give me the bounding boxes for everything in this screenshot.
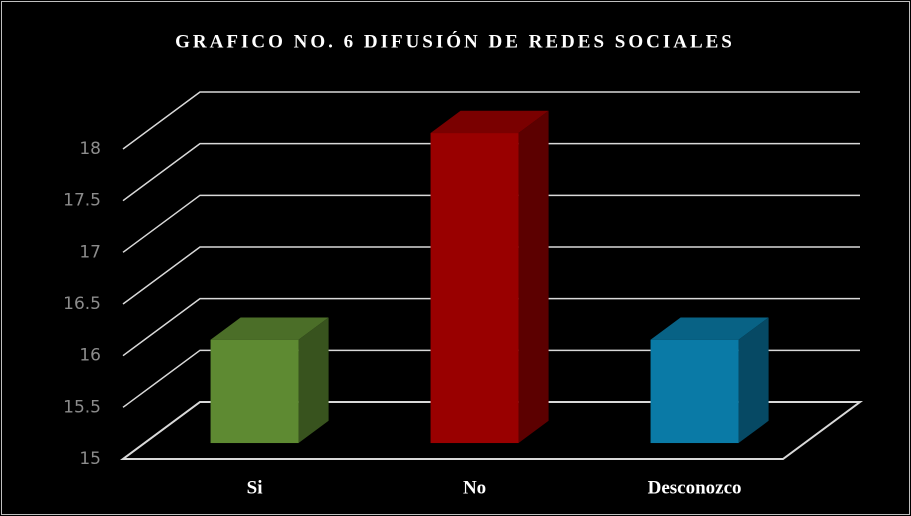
- bar-top: [430, 110, 549, 134]
- chart-title: GRAFICO NO. 6 DIFUSIÓN DE REDES SOCIALES: [175, 30, 735, 52]
- bar: [210, 317, 329, 444]
- x-tick-label: Desconozco: [648, 477, 742, 498]
- y-tick-label: 18: [79, 139, 101, 159]
- bar-side: [738, 317, 769, 444]
- y-tick-label: 17.5: [63, 191, 101, 211]
- bar-side: [518, 110, 549, 444]
- y-tick-label: 16.5: [63, 294, 101, 314]
- bar-top: [210, 317, 329, 340]
- y-tick-label: 16: [79, 346, 101, 366]
- bar-front: [650, 339, 739, 444]
- grid-line: [122, 194, 860, 253]
- y-tick-label: 15: [79, 449, 101, 469]
- x-tick-label: No: [463, 477, 486, 498]
- grid-line: [122, 401, 860, 460]
- grid-line: [122, 246, 860, 305]
- x-tick-label: Si: [247, 477, 263, 498]
- grid-line: [122, 91, 860, 150]
- y-tick-label: 15.5: [63, 397, 101, 417]
- y-tick-label: 17: [79, 242, 101, 262]
- grid-line: [122, 142, 860, 202]
- bar: [430, 110, 549, 444]
- grid-line: [122, 349, 860, 408]
- grid-line: [122, 297, 860, 357]
- bar-top: [650, 317, 769, 340]
- bar: [650, 317, 769, 444]
- bar-front: [210, 339, 299, 444]
- bar-front: [430, 133, 519, 444]
- bar-side: [298, 317, 329, 444]
